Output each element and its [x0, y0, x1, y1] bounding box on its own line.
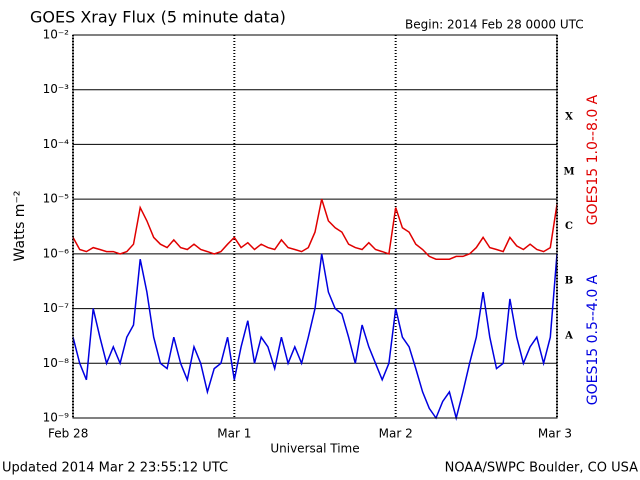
y-tick-label: 10⁻⁷: [43, 301, 70, 315]
legend-label: GOES15 1.0--8.0 A: [585, 94, 601, 225]
x-axis-label: Universal Time: [270, 442, 359, 456]
legend-label: GOES15 0.5--4.0 A: [585, 274, 601, 405]
series-line: [72, 198, 558, 260]
y-axis-label: Watts m⁻²: [12, 191, 28, 262]
flare-class-label: X: [565, 112, 573, 123]
series-line: [72, 253, 558, 421]
y-tick-label: 10⁻³: [43, 82, 70, 96]
x-tick-label: Mar 1: [217, 427, 251, 441]
y-tick-label: 10⁻⁴: [43, 137, 70, 151]
footer-right: NOAA/SWPC Boulder, CO USA: [445, 461, 638, 476]
chart-title: GOES Xray Flux (5 minute data): [30, 8, 286, 27]
flare-class-label: C: [565, 221, 573, 232]
flare-class-label: B: [565, 276, 573, 287]
y-tick-label: 10⁻⁶: [43, 246, 70, 260]
y-tick-label: 10⁻⁹: [43, 411, 70, 425]
footer-left: Updated 2014 Mar 2 23:55:12 UTC: [2, 461, 228, 476]
y-tick-label: 10⁻²: [43, 28, 70, 42]
y-tick-label: 10⁻⁸: [43, 356, 70, 370]
y-tick-label: 10⁻⁵: [43, 192, 70, 206]
chart-subtitle: Begin: 2014 Feb 28 0000 UTC: [405, 18, 584, 32]
plot-frame: [72, 34, 558, 419]
x-tick-label: Mar 3: [538, 427, 572, 441]
flare-class-label: A: [564, 330, 573, 341]
x-tick-label: Mar 2: [379, 427, 413, 441]
flare-class-label: M: [563, 166, 574, 177]
x-tick-label: Feb 28: [48, 427, 88, 441]
